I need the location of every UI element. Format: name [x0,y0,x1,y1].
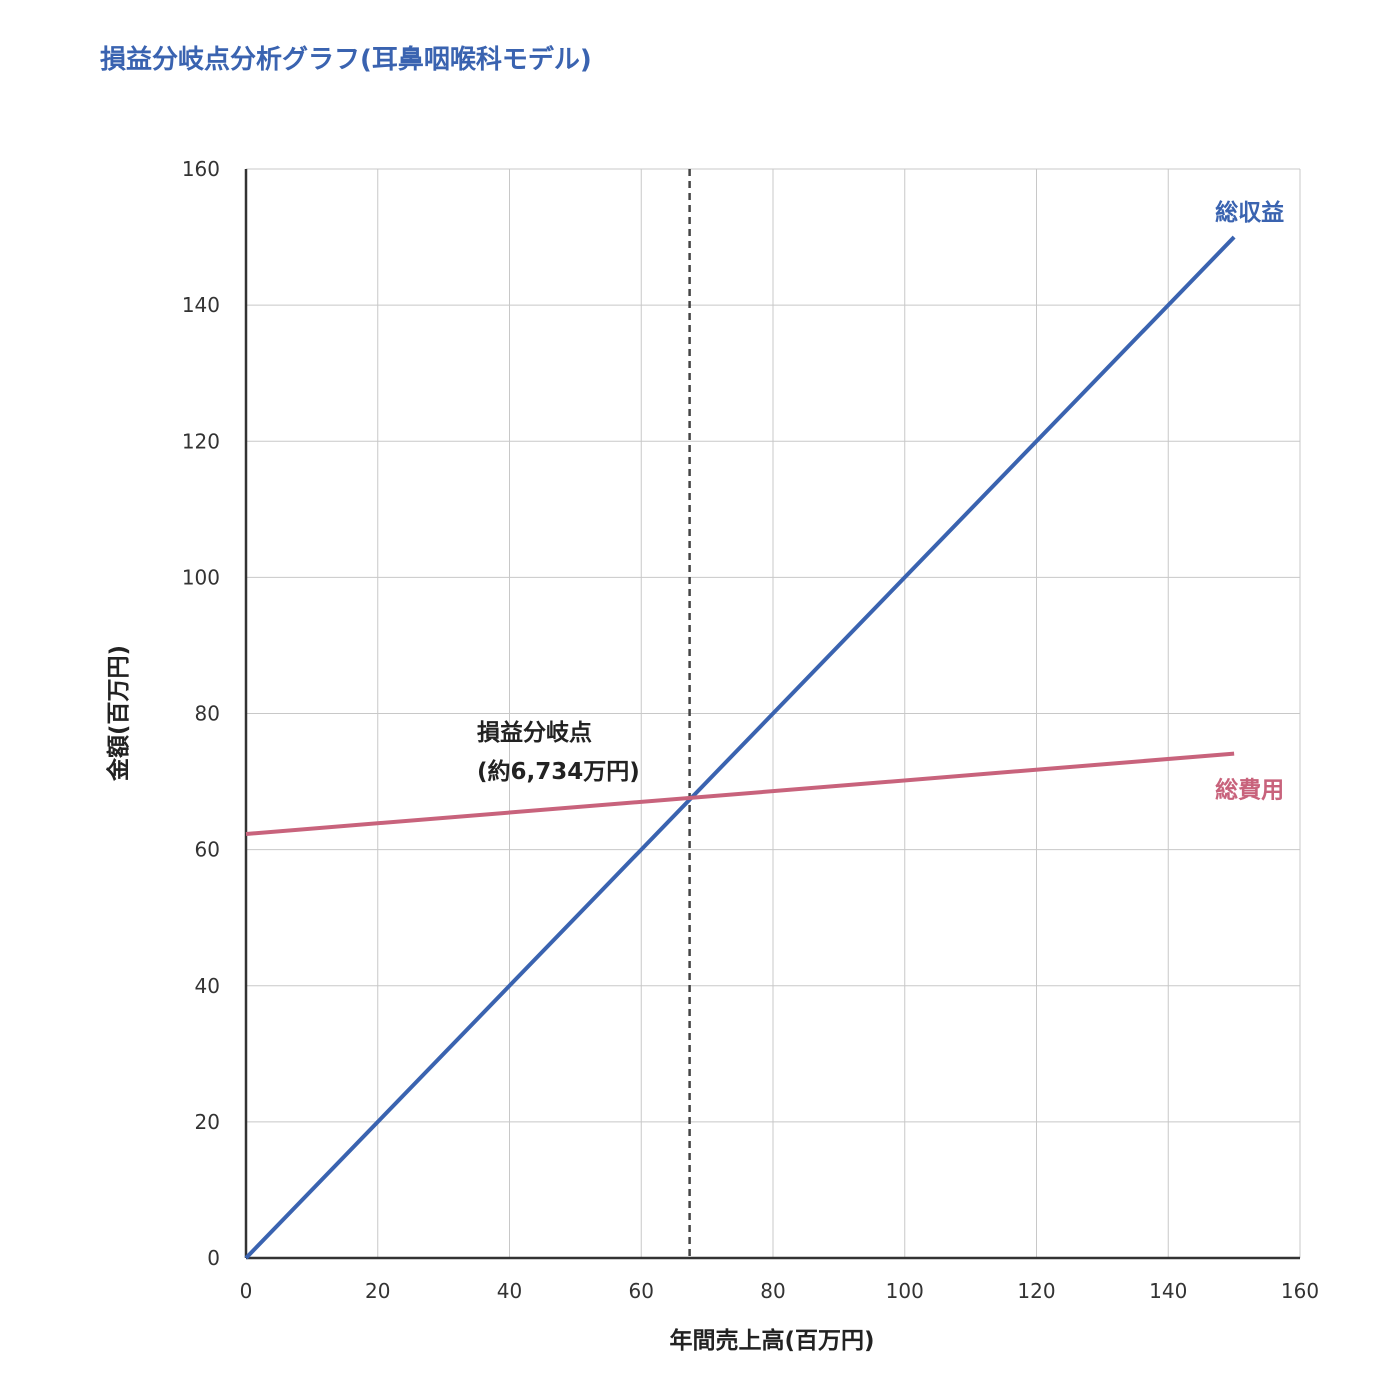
x-tick-label: 0 [240,1279,253,1303]
x-axis-label: 年間売上高(百万円) [669,1327,874,1354]
x-tick-label: 60 [629,1279,654,1303]
axes [244,169,1300,1260]
y-tick-label: 100 [182,565,220,589]
x-tick-label: 20 [365,1279,390,1303]
breakeven-label: 損益分岐点 [477,719,592,746]
x-tick-labels: 0 20 40 60 80 100 120 140 160 [240,1279,1319,1303]
y-tick-label: 60 [195,838,220,862]
x-tick-label: 120 [1017,1279,1055,1303]
y-tick-labels: 0 20 40 60 80 100 120 140 160 [182,157,220,1270]
breakeven-value: (約6,734万円) [477,758,640,785]
y-tick-label: 120 [182,429,220,453]
y-axis-label: 金額(百万円) [105,645,132,782]
total-revenue-line [244,235,1236,1260]
x-tick-label: 100 [886,1279,924,1303]
y-tick-label: 140 [182,293,220,317]
y-tick-label: 20 [195,1110,220,1134]
series-label: 総収益 [1215,199,1284,226]
total-cost-line [245,751,1235,836]
y-tick-label: 80 [195,702,220,726]
x-tick-label: 40 [497,1279,522,1303]
grid [246,168,1301,1258]
x-tick-label: 140 [1149,1279,1187,1303]
y-tick-label: 160 [182,157,220,181]
chart-title: 損益分岐点分析グラフ(耳鼻咽喉科モデル) [100,44,592,75]
x-tick-label: 160 [1281,1279,1319,1303]
y-tick-label: 0 [207,1246,220,1270]
x-tick-label: 80 [760,1279,785,1303]
series-label: 総費用 [1215,777,1284,804]
y-tick-label: 40 [195,974,220,998]
series-lines [244,235,1236,1260]
